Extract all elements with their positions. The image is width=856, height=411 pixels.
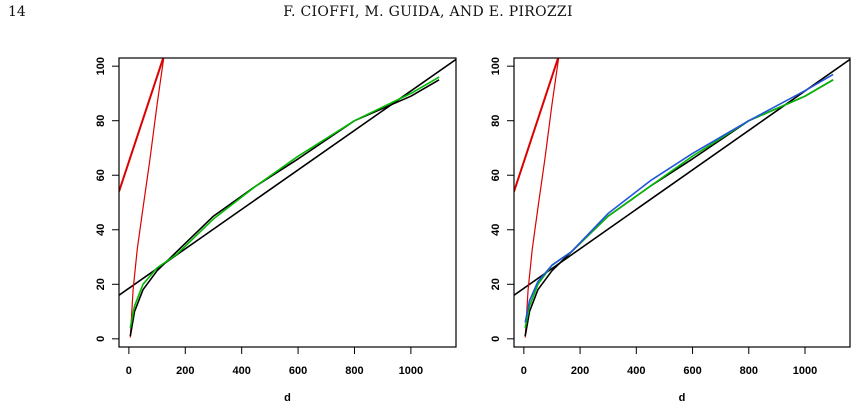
y-tick-label: 80 bbox=[490, 115, 502, 127]
x-axis-label: d bbox=[679, 392, 686, 404]
y-tick-label: 60 bbox=[95, 169, 107, 181]
y-tick-label: 80 bbox=[95, 115, 107, 127]
series-line-1 bbox=[119, 58, 165, 192]
series-line-2 bbox=[524, 58, 560, 338]
plot-frame bbox=[118, 57, 457, 348]
series-line-4 bbox=[129, 76, 440, 329]
x-tick-label: 800 bbox=[345, 365, 363, 377]
series-line-2 bbox=[129, 58, 165, 338]
y-tick-label: 0 bbox=[490, 336, 502, 342]
x-tick-label: 600 bbox=[289, 365, 307, 377]
y-tick-label: 60 bbox=[490, 169, 502, 181]
series-line-0 bbox=[514, 58, 850, 296]
y-tick-label: 40 bbox=[95, 224, 107, 236]
y-tick-label: 0 bbox=[95, 336, 107, 342]
series-line-4 bbox=[524, 79, 834, 329]
running-head: F. CIOFFI, M. GUIDA, AND E. PIROZZI bbox=[283, 4, 573, 20]
y-tick-label: 40 bbox=[490, 224, 502, 236]
x-tick-label: 0 bbox=[521, 365, 527, 377]
plot-frame bbox=[513, 57, 851, 348]
y-tick-label: 20 bbox=[490, 278, 502, 290]
x-tick-label: 400 bbox=[232, 365, 250, 377]
page-number: 14 bbox=[8, 4, 26, 20]
y-tick-label: 100 bbox=[490, 57, 502, 75]
series-line-1 bbox=[514, 58, 560, 192]
x-axis-label: d bbox=[284, 392, 291, 404]
series-line-5 bbox=[524, 73, 834, 323]
y-tick-label: 100 bbox=[95, 57, 107, 75]
y-tick-label: 20 bbox=[95, 278, 107, 290]
x-tick-label: 1000 bbox=[399, 365, 423, 377]
series-line-3 bbox=[524, 79, 834, 337]
x-tick-label: 1000 bbox=[793, 365, 817, 377]
x-tick-label: 200 bbox=[571, 365, 589, 377]
x-tick-label: 0 bbox=[126, 365, 132, 377]
x-tick-label: 200 bbox=[176, 365, 194, 377]
x-tick-label: 400 bbox=[627, 365, 645, 377]
x-tick-label: 800 bbox=[740, 365, 758, 377]
series-line-3 bbox=[129, 79, 440, 337]
x-tick-label: 600 bbox=[683, 365, 701, 377]
